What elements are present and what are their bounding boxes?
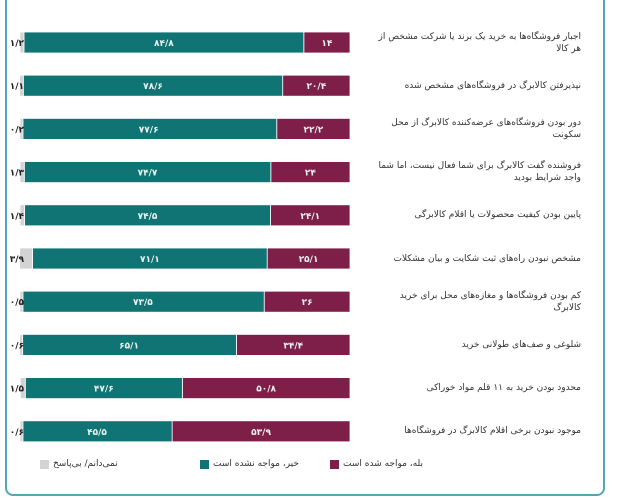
data-label: ۱/۲ [10,39,25,49]
data-label: ۰/۵ [10,298,25,308]
data-label: ۲۴/۱ [300,212,320,222]
data-label: ۱/۴ [10,212,25,222]
category-label: دور بودن فروشگاه‌های عرضه‌کننده کالابرگ … [391,117,581,140]
data-label: ۱/۳ [10,169,25,179]
data-label: ۰/۲ [10,125,25,135]
data-label: ۳/۹ [10,255,25,265]
category-label: شلوغی و صف‌های طولانی خرید [461,339,581,350]
bar-segment-dontknow [19,204,26,227]
category-label: اجبار فروشگاه‌ها به خرید یک برند یا شرکت… [378,31,581,54]
bar-segment-dontknow [19,333,24,356]
category-label: موجود نبودن برخی اقلام کالابرگ در فروشگا… [404,426,581,437]
data-label: ۷۱/۱ [140,255,160,265]
bar-segment-dontknow [19,74,24,97]
data-label: ۱/۵ [10,385,25,395]
data-label: ۲۴ [305,169,316,179]
data-label: ۲۲/۲ [303,125,323,135]
data-label: ۴۵/۵ [87,428,107,438]
data-label: ۷۸/۶ [143,82,163,92]
bar-segment-dontknow [19,420,24,443]
legend-label: نمی‌دانم/ بی‌پاسخ [53,459,118,469]
data-label: ۷۳/۵ [133,298,153,308]
bar-segment-dontknow [19,377,26,400]
legend-item: نمی‌دانم/ بی‌پاسخ [40,459,118,469]
category-label: پایین بودن کیفیت محصولات یا اقلام کالابر… [414,210,581,221]
bar-segment-dontknow [19,161,25,184]
data-label: ۸۴/۸ [154,39,174,49]
bar-segment-dontknow [19,31,25,54]
data-label: ۲۰/۴ [306,82,326,92]
category-label: نپذیرفتن کالابرگ در فروشگاه‌های مشخص شده [404,80,581,91]
data-label: ۲۶ [302,298,313,308]
category-label: محدود بودن خرید به ۱۱ قلم مواد خوراکی [426,383,581,394]
legend-swatch [40,459,49,469]
legend-label: خیر، مواجه نشده است [213,459,299,469]
legend-label: بله، مواجه شده است [343,459,424,469]
category-label: مشخص نبودن راه‌های ثبت شکایت و بیان مشکل… [393,253,581,264]
data-label: ۰/۶ [10,341,24,351]
data-label: ۱/۱ [10,82,24,92]
data-label: ۱۴ [321,39,332,49]
data-label: ۴۷/۶ [94,385,114,395]
category-label: کم بودن فروشگاه‌ها و مغازه‌های محل برای … [399,290,581,313]
data-label: ۶۵/۱ [119,341,139,351]
legend-swatch [200,459,209,469]
chart-frame [5,0,605,496]
category-label: فروشنده گفت کالابرگ برای شما فعال نیست، … [378,161,581,184]
data-label: ۵۳/۹ [251,428,271,438]
data-label: ۰/۶ [10,428,24,438]
bar-segment-dontknow [19,118,24,140]
bar-segment-dontknow [19,247,33,270]
legend-swatch [330,459,339,469]
data-label: ۲۵/۱ [299,255,319,265]
data-label: ۷۷/۶ [139,125,159,135]
legend-item: بله، مواجه شده است [330,459,423,469]
data-label: ۳۴/۴ [283,341,303,351]
bar-segment-dontknow [19,290,24,313]
data-label: ۵۰/۸ [256,385,276,395]
data-label: ۷۴/۵ [138,212,158,222]
legend-item: خیر، مواجه نشده است [200,459,299,469]
data-label: ۷۴/۷ [138,169,158,179]
